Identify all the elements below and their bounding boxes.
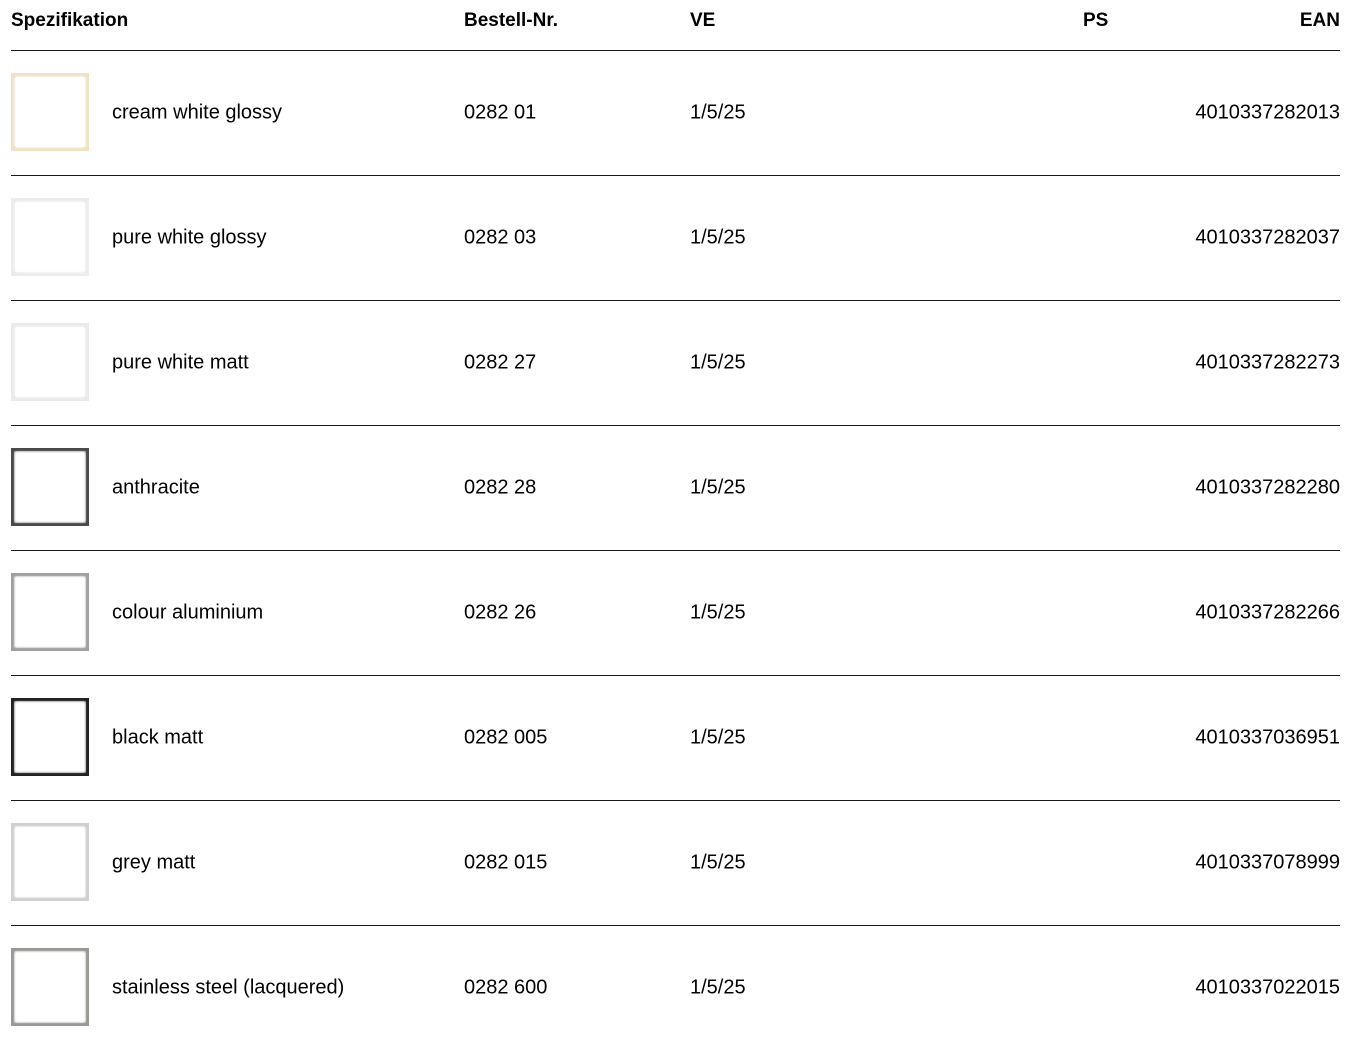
row-spezifikation: anthracite	[112, 476, 200, 499]
table-row: colour aluminium 0282 26 1/5/25 40103372…	[11, 551, 1340, 676]
header-ve: VE	[690, 10, 716, 31]
table-row: black matt 0282 005 1/5/25 4010337036951	[11, 676, 1340, 801]
frame-swatch-image	[11, 948, 89, 1026]
row-spezifikation: pure white matt	[112, 351, 249, 374]
row-spezifikation: cream white glossy	[112, 101, 283, 124]
row-ve: 1/5/25	[690, 351, 746, 374]
row-bestell-nr: 0282 005	[464, 726, 548, 749]
row-ean: 4010337078999	[1195, 851, 1340, 874]
row-ve: 1/5/25	[690, 976, 746, 999]
row-ean: 4010337282013	[1195, 101, 1340, 124]
row-ve: 1/5/25	[690, 726, 746, 749]
header-ean: EAN	[1299, 10, 1340, 31]
row-bestell-nr: 0282 03	[464, 226, 537, 249]
row-spezifikation: grey matt	[112, 851, 196, 874]
frame-swatch-image	[11, 198, 89, 276]
row-ve: 1/5/25	[690, 101, 746, 124]
row-spezifikation: black matt	[112, 726, 204, 749]
row-bestell-nr: 0282 28	[464, 476, 537, 499]
table-row: pure white matt 0282 27 1/5/25 401033728…	[11, 301, 1340, 426]
row-ean: 4010337036951	[1195, 726, 1340, 749]
product-table: Spezifikation Bestell-Nr. VE PS EAN crea…	[11, 0, 1340, 1050]
header-ps: PS	[1083, 10, 1109, 31]
table-header: Spezifikation Bestell-Nr. VE PS EAN	[11, 0, 1340, 51]
header-spezifikation: Spezifikation	[11, 10, 129, 31]
row-ean: 4010337282266	[1195, 601, 1340, 624]
row-ve: 1/5/25	[690, 226, 746, 249]
frame-swatch-image	[11, 823, 89, 901]
row-spezifikation: colour aluminium	[112, 601, 264, 624]
header-bestell-nr: Bestell-Nr.	[464, 10, 558, 31]
row-ve: 1/5/25	[690, 601, 746, 624]
frame-swatch-image	[11, 448, 89, 526]
frame-swatch-image	[11, 323, 89, 401]
frame-swatch-image	[11, 698, 89, 776]
table-row: stainless steel (lacquered) 0282 600 1/5…	[11, 926, 1340, 1050]
row-ean: 4010337282037	[1195, 226, 1340, 249]
row-bestell-nr: 0282 27	[464, 351, 537, 374]
row-ve: 1/5/25	[690, 851, 746, 874]
row-bestell-nr: 0282 01	[464, 101, 537, 124]
row-spezifikation: pure white glossy	[112, 226, 267, 249]
row-bestell-nr: 0282 600	[464, 976, 548, 999]
table-row: anthracite 0282 28 1/5/25 4010337282280	[11, 426, 1340, 551]
row-bestell-nr: 0282 26	[464, 601, 537, 624]
row-ean: 4010337022015	[1195, 976, 1340, 999]
row-bestell-nr: 0282 015	[464, 851, 548, 874]
row-spezifikation: stainless steel (lacquered)	[112, 976, 345, 999]
row-ean: 4010337282273	[1195, 351, 1340, 374]
frame-swatch-image	[11, 73, 89, 151]
table-row: cream white glossy 0282 01 1/5/25 401033…	[11, 51, 1340, 176]
row-ve: 1/5/25	[690, 476, 746, 499]
row-ean: 4010337282280	[1195, 476, 1340, 499]
table-row: pure white glossy 0282 03 1/5/25 4010337…	[11, 176, 1340, 301]
table-row: grey matt 0282 015 1/5/25 4010337078999	[11, 801, 1340, 926]
frame-swatch-image	[11, 573, 89, 651]
